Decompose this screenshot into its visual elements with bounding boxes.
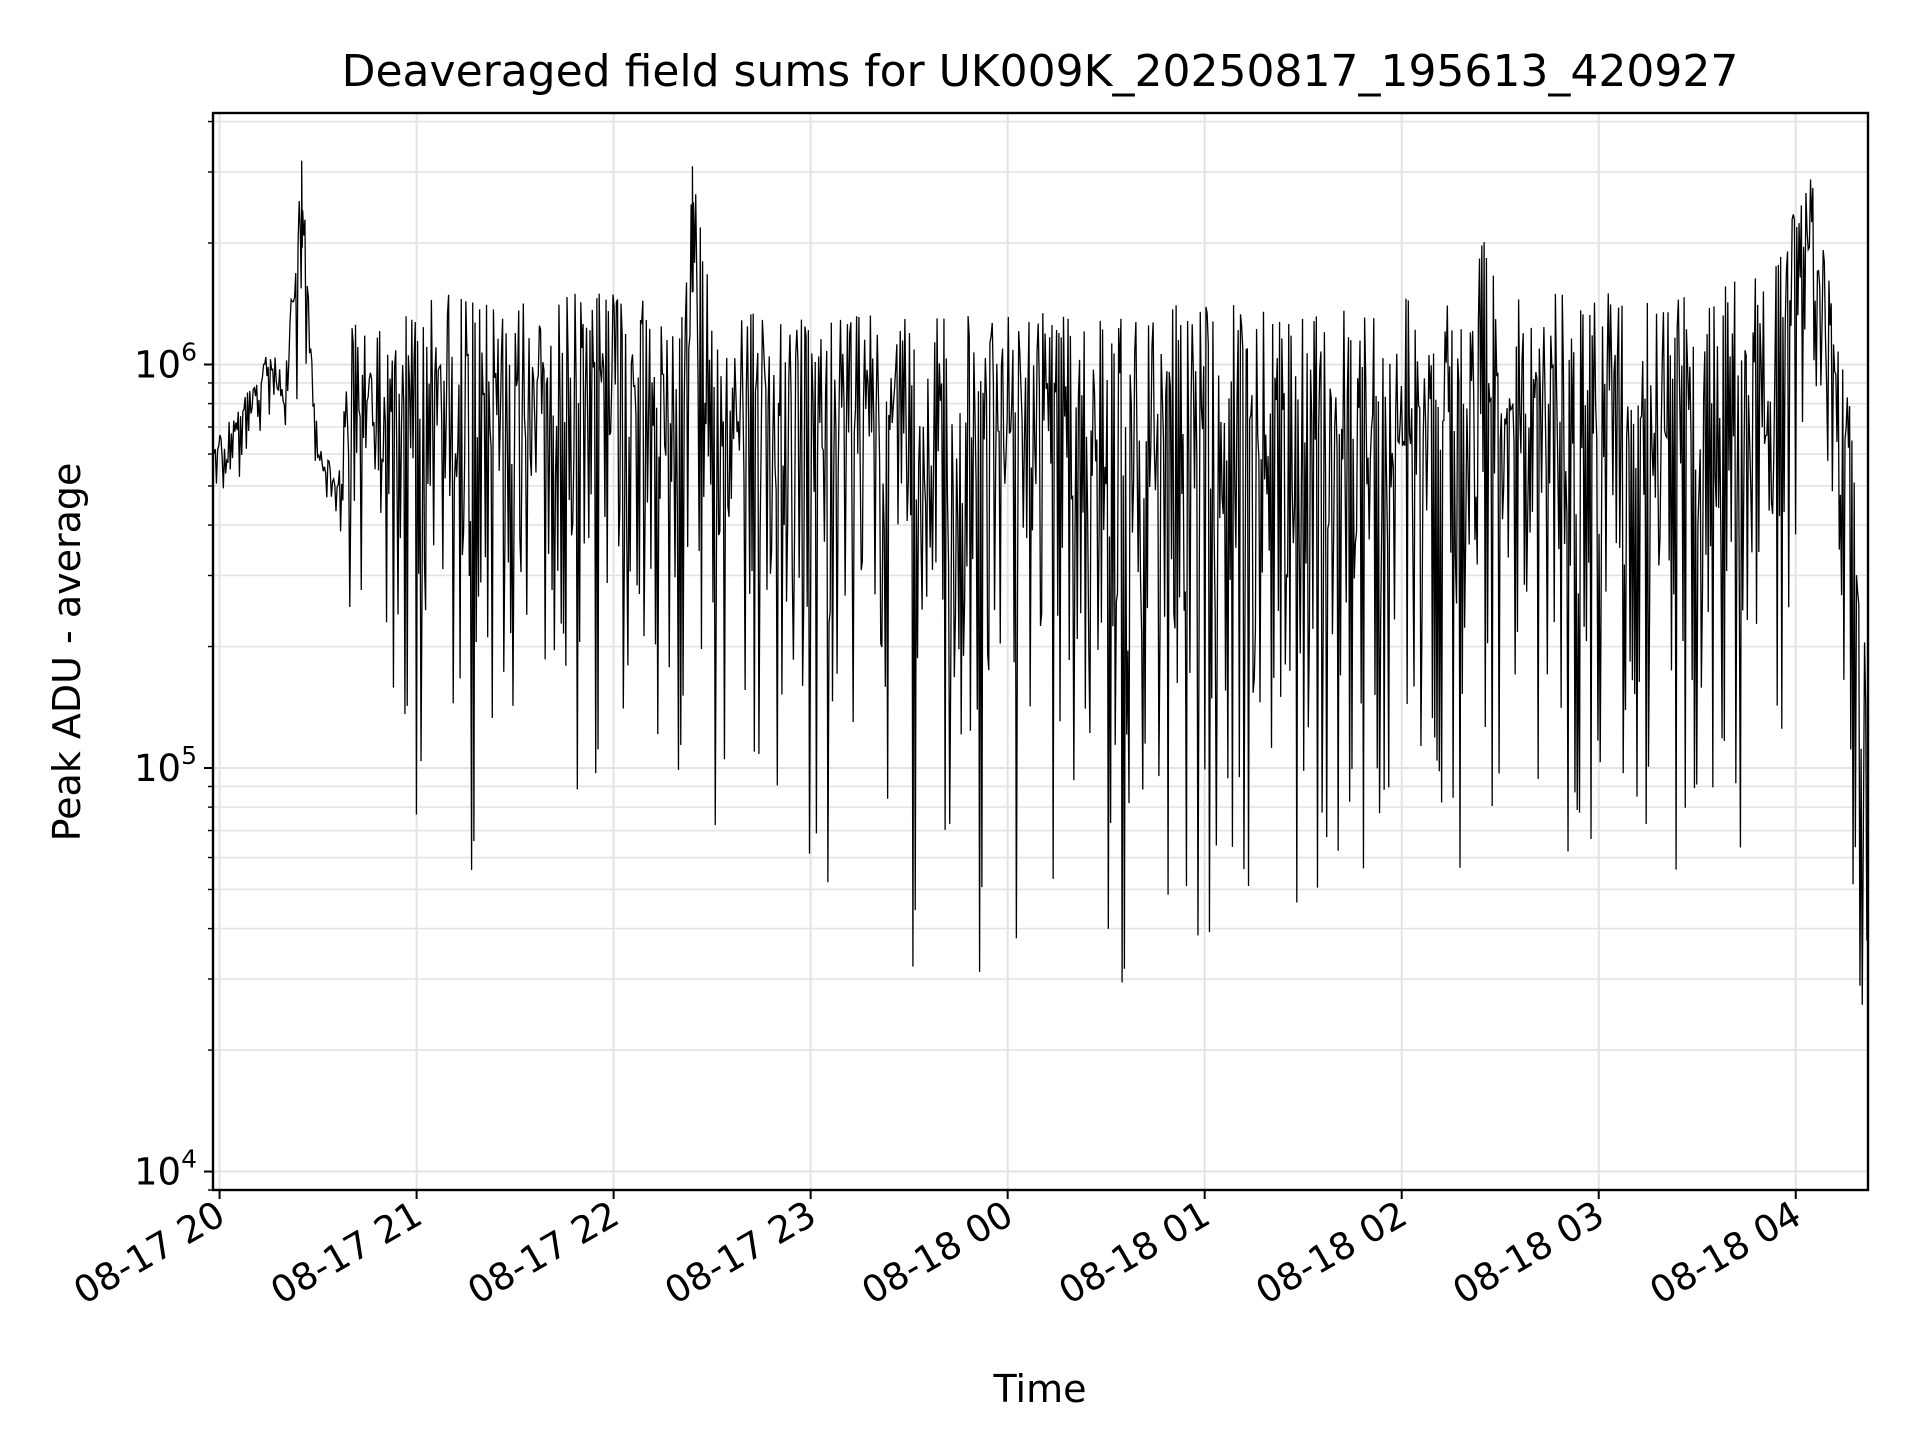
y-tick-label: 105 bbox=[134, 741, 197, 790]
y-tick-label-base: 10 bbox=[134, 1151, 181, 1194]
y-tick-label-exponent: 6 bbox=[181, 337, 197, 366]
y-tick-label-base: 10 bbox=[134, 747, 181, 790]
y-tick-label-exponent: 4 bbox=[181, 1145, 197, 1174]
series-line bbox=[212, 160, 1869, 1005]
plot-frame bbox=[211, 111, 1870, 1192]
y-tick-label-base: 10 bbox=[134, 343, 181, 386]
x-axis-label: Time bbox=[993, 1367, 1087, 1411]
chart-title: Deaveraged field sums for UK009K_2025081… bbox=[342, 46, 1739, 97]
y-tick-label: 104 bbox=[134, 1145, 197, 1194]
y-tick-label: 106 bbox=[134, 337, 197, 386]
y-tick-label-exponent: 5 bbox=[181, 741, 197, 770]
y-axis-label: Peak ADU - average bbox=[45, 463, 89, 842]
